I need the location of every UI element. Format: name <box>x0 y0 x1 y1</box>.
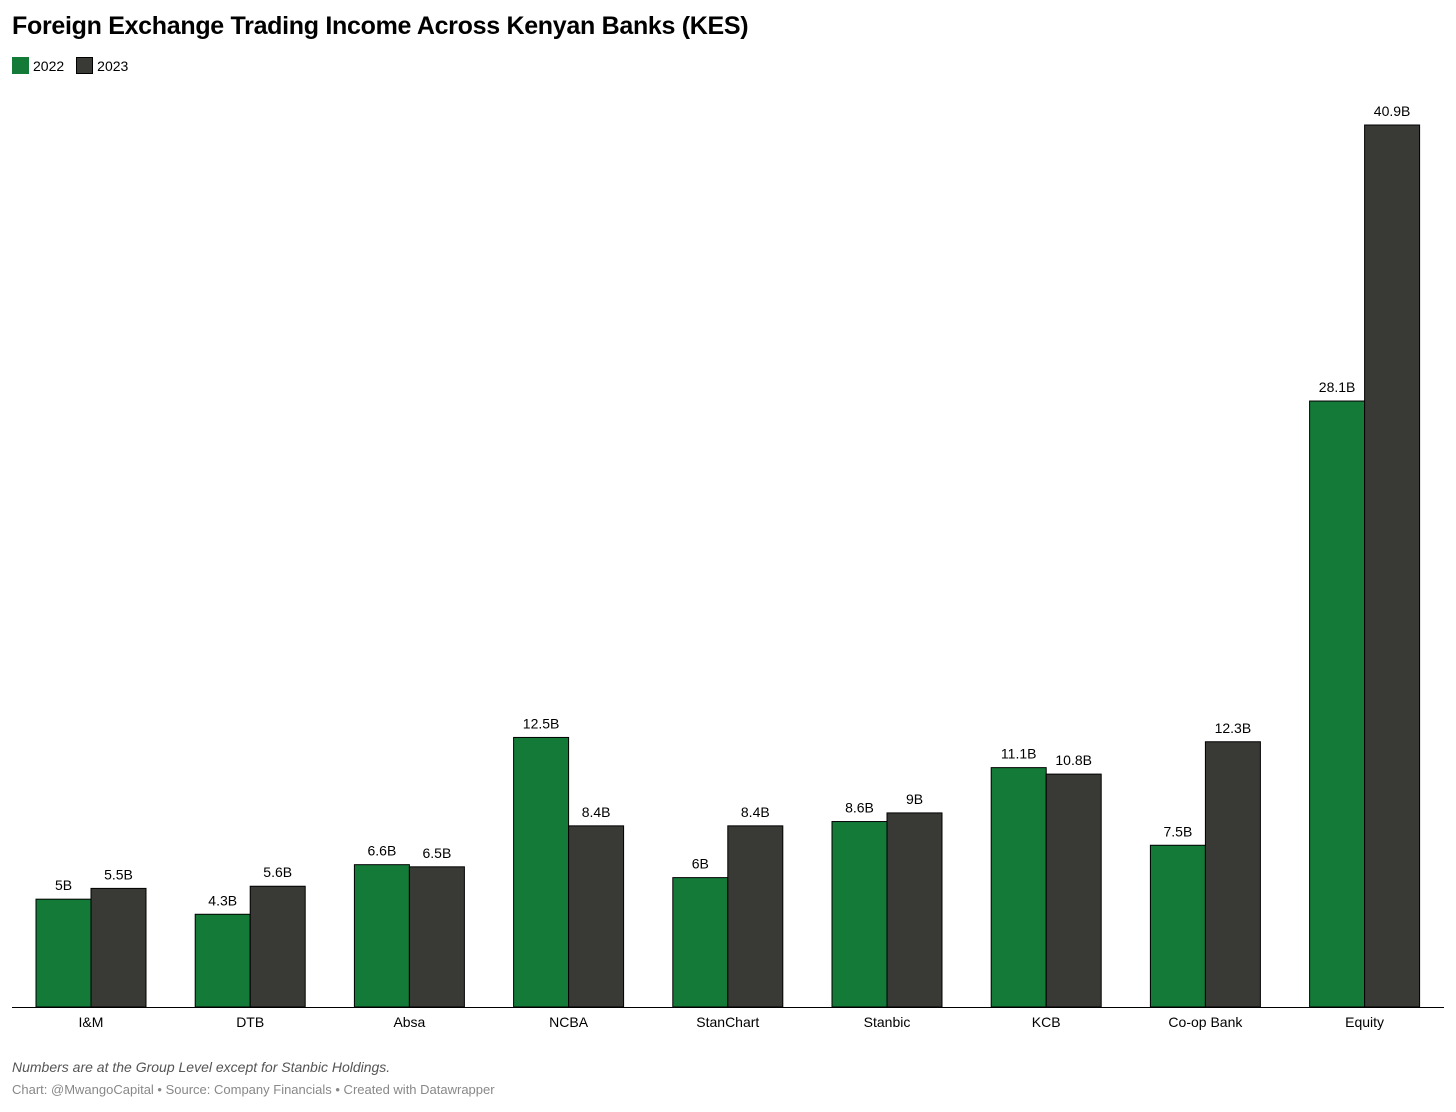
bar-2022-ncba <box>513 736 570 1008</box>
bar-2022-absa <box>353 864 410 1008</box>
bar-2022-i-m <box>35 898 92 1008</box>
data-label-2022-stanbic: 8.6B <box>845 800 874 816</box>
bar-2023-kcb <box>1045 773 1102 1008</box>
data-label-2022-kcb: 11.1B <box>1001 746 1037 762</box>
legend-swatch-2023 <box>76 57 94 74</box>
data-label-2022-absa: 6.6B <box>367 843 396 859</box>
data-label-2023-dtb: 5.6B <box>263 864 292 880</box>
bar-2023-absa <box>408 866 465 1008</box>
bar-2022-dtb <box>194 913 251 1008</box>
data-label-2023-equity: 40.9B <box>1374 103 1411 119</box>
bar-chart: 5B 5.5B I&M 4.3B 5.6B DTB 6.6B 6.5B Absa 12.5B 8.4… <box>12 103 1444 1030</box>
x-tick-label-absa: Absa <box>393 1014 425 1030</box>
x-tick-label-kcb: KCB <box>1032 1014 1061 1030</box>
data-label-2023-i-m: 5.5B <box>104 866 133 882</box>
bar-2022-kcb <box>990 767 1047 1008</box>
bar-2023-dtb <box>249 885 306 1008</box>
x-tick-label-stanchart: StanChart <box>696 1014 759 1030</box>
bar-2022-co-op-bank <box>1149 844 1206 1008</box>
data-label-2022-equity: 28.1B <box>1319 379 1356 395</box>
x-tick-label-stanbic: Stanbic <box>864 1014 911 1030</box>
data-label-2023-ncba: 8.4B <box>582 804 611 820</box>
chart-credits: Chart: @MwangoCapital • Source: Company … <box>12 1082 495 1097</box>
data-label-2022-stanchart: 6B <box>692 856 709 872</box>
data-label-2023-kcb: 10.8B <box>1055 752 1092 768</box>
data-label-2023-stanbic: 9B <box>906 791 923 807</box>
x-tick-label-dtb: DTB <box>236 1014 264 1030</box>
bar-2022-equity <box>1309 400 1366 1008</box>
data-label-2023-co-op-bank: 12.3B <box>1215 720 1252 736</box>
legend-item-2022: 2022 <box>12 57 64 74</box>
legend-label-2023: 2023 <box>97 57 129 74</box>
bar-2023-i-m <box>90 887 147 1008</box>
bar-2022-stanbic <box>831 821 888 1008</box>
legend-swatch-2022 <box>12 57 29 74</box>
data-label-2023-stanchart: 8.4B <box>741 804 770 820</box>
bar-2023-ncba <box>568 825 625 1008</box>
chart-legend: 2022 2023 <box>12 57 140 74</box>
legend-item-2023: 2023 <box>76 57 128 74</box>
bar-2022-stanchart <box>672 877 729 1008</box>
chart-note: Numbers are at the Group Level except fo… <box>12 1059 391 1075</box>
data-label-2022-co-op-bank: 7.5B <box>1163 823 1192 839</box>
x-tick-label-co-op-bank: Co-op Bank <box>1168 1014 1243 1030</box>
bar-2023-equity <box>1364 124 1421 1008</box>
x-tick-label-equity: Equity <box>1345 1014 1384 1030</box>
data-label-2022-i-m: 5B <box>55 877 72 893</box>
x-tick-label-i-m: I&M <box>79 1014 104 1030</box>
bar-2023-co-op-bank <box>1204 741 1261 1008</box>
legend-label-2022: 2022 <box>33 57 65 74</box>
chart-title: Foreign Exchange Trading Income Across K… <box>12 12 749 40</box>
data-label-2022-ncba: 12.5B <box>523 715 560 731</box>
bar-2023-stanchart <box>727 825 784 1008</box>
x-tick-label-ncba: NCBA <box>549 1014 589 1030</box>
data-label-2022-dtb: 4.3B <box>208 892 237 908</box>
data-label-2023-absa: 6.5B <box>422 845 451 861</box>
bar-2023-stanbic <box>886 812 943 1008</box>
